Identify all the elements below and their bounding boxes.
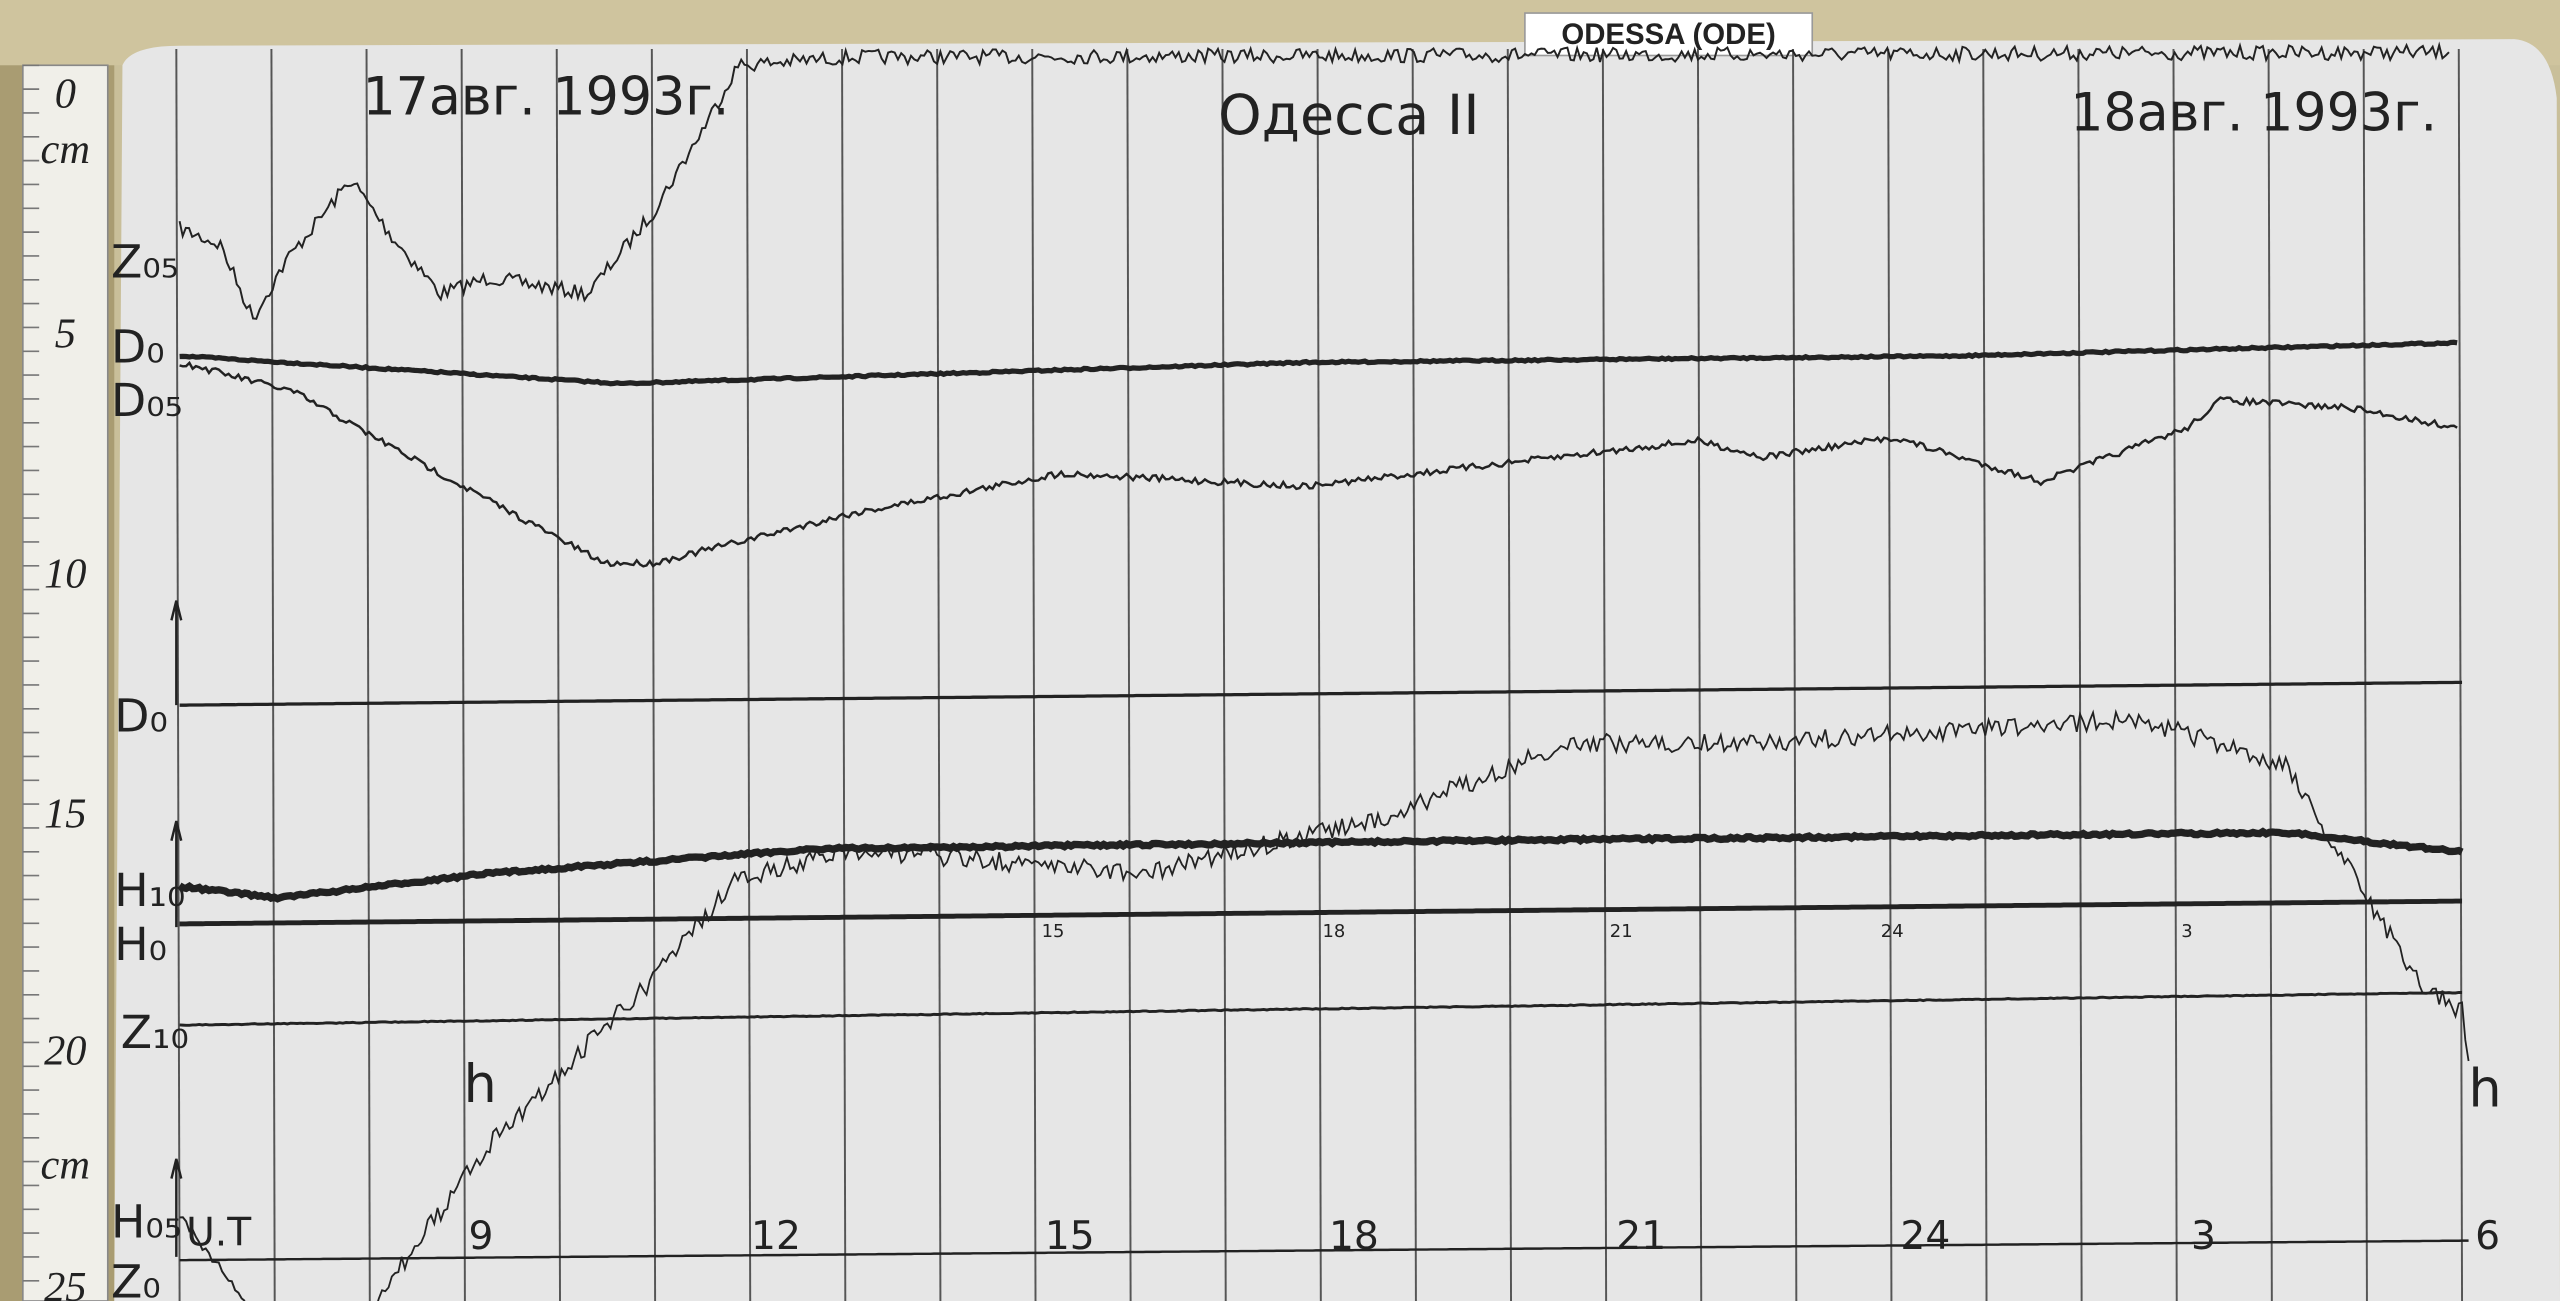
ruler-label: cm (41, 1142, 90, 1189)
trace-label: Z₀ (111, 1256, 161, 1301)
grid-line (1792, 48, 1798, 1301)
h-label: h (2469, 1060, 2502, 1120)
grid-line (270, 48, 276, 1301)
trace-label: H₁₀ (114, 864, 185, 917)
grid-line (2172, 48, 2178, 1301)
grid-line (1411, 48, 1417, 1301)
grid-line (460, 48, 466, 1301)
trace-label: Z₁₀ (121, 1006, 189, 1059)
hour-label: 24 (1900, 1214, 1950, 1259)
hour-label: 15 (1045, 1214, 1095, 1259)
grid-line (841, 48, 847, 1301)
trace-label: D₀₅ (111, 374, 183, 427)
grid-line (1316, 48, 1322, 1301)
hour-label: 21 (1616, 1214, 1666, 1259)
trace-label: D₀ (111, 320, 165, 373)
d05-trace (179, 360, 2458, 568)
grid-line (650, 48, 657, 1301)
ruler-label: 0 (55, 71, 76, 118)
ruler-label: 15 (44, 791, 86, 838)
small-hour-label: 21 (1610, 921, 1633, 942)
ruler-label: 20 (44, 1027, 86, 1074)
date-end: 18авг. 1993г. (2070, 84, 2437, 144)
grid-line (365, 48, 371, 1301)
small-hour-label: 3 (2181, 921, 2192, 942)
ruler (22, 64, 109, 1301)
ruler-label: 25 (44, 1264, 86, 1301)
grid-line (175, 48, 181, 1301)
trace-label: H₀ (114, 918, 167, 971)
grid-line (2362, 48, 2368, 1301)
d0-trace (179, 339, 2458, 387)
h0-baseline (179, 898, 2463, 927)
grid-line (1696, 48, 1703, 1301)
grid-line (1221, 48, 1227, 1301)
grid-line (2457, 48, 2464, 1301)
grid-line (745, 48, 752, 1301)
grid-line (1031, 48, 1037, 1301)
ruler-label: 5 (55, 311, 76, 358)
h05-trace (377, 708, 2470, 1301)
grid-line (2267, 48, 2273, 1301)
trace-label: H₀₅ (111, 1195, 182, 1248)
ruler-label: cm (41, 126, 90, 173)
z0-baseline (179, 1239, 2469, 1262)
labels: 0cm5101520cm25Z₀₅D₀D₀₅D₀H₁₀H₀Z₁₀H₀₅Z₀U.T… (41, 71, 2502, 1301)
ut-label: U.T (186, 1211, 252, 1256)
grid-line (555, 48, 561, 1301)
small-hour-label: 18 (1322, 921, 1345, 942)
grid-line (1506, 48, 1512, 1301)
hour-label: 9 (469, 1214, 494, 1259)
small-hour-label: 24 (1881, 921, 1904, 942)
ruler-label: 10 (44, 551, 86, 598)
hour-label: 12 (751, 1214, 801, 1259)
hour-label: 6 (2475, 1214, 2500, 1259)
arrow (170, 600, 183, 706)
station-label: ODESSA (ODE) (1561, 18, 1775, 51)
z10-trace (179, 991, 2463, 1027)
small-hour-label: 15 (1042, 921, 1065, 942)
grid-line (936, 48, 942, 1301)
h05-start (179, 1216, 246, 1301)
grid (22, 48, 2464, 1301)
hour-label: 18 (1329, 1214, 1379, 1259)
label-plate (1524, 12, 1814, 57)
trace-label: D₀ (114, 689, 168, 742)
d0-baseline (179, 680, 2463, 707)
traces (170, 41, 2470, 1301)
arrow (170, 1158, 183, 1257)
station-title: Одесса II (1218, 83, 1480, 148)
grid-line (1982, 48, 1988, 1301)
h10-trace (177, 827, 2464, 903)
grid-line (1126, 48, 1132, 1301)
trace-label: Z₀₅ (111, 236, 179, 289)
hour-label: 3 (2191, 1214, 2216, 1259)
grid-line (2077, 48, 2083, 1301)
grid-line (1601, 48, 1608, 1301)
h-label: h (464, 1055, 497, 1115)
grid-line (1887, 48, 1893, 1301)
date-start: 17авг. 1993г. (362, 67, 729, 127)
arrow (170, 820, 183, 928)
z05-trace (178, 41, 2450, 320)
